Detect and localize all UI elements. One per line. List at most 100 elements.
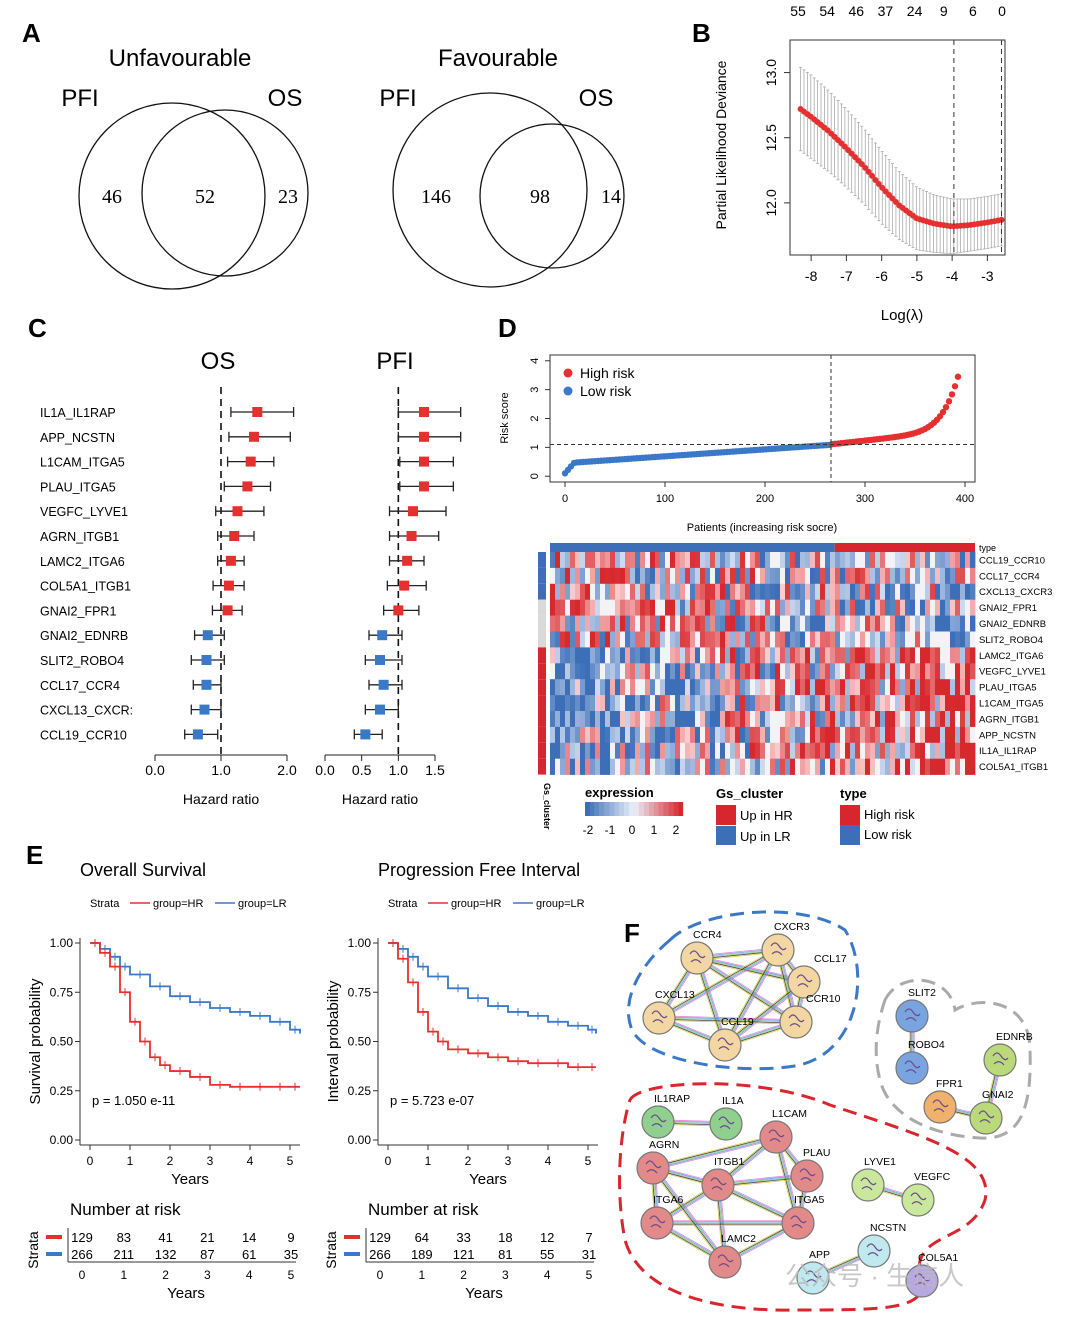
hazard-ratio-point <box>201 655 212 665</box>
heatmap-cell <box>590 583 596 600</box>
heatmap-row-label: CXCL13_CXCR3 <box>979 587 1052 598</box>
heatmap-cell <box>675 599 681 616</box>
heatmap-cell <box>715 742 721 759</box>
heatmap-cell <box>695 663 701 680</box>
heatmap-cell <box>745 567 751 585</box>
heatmap-cell <box>810 695 816 712</box>
km-y-tick-label: 0.25 <box>50 1084 74 1098</box>
heatmap-cell <box>970 758 976 775</box>
heatmap-cell <box>910 742 916 759</box>
protein-node <box>901 1183 935 1217</box>
heatmap-cell <box>800 679 806 696</box>
venn-unfav-left-set: PFI <box>61 85 98 112</box>
heatmap-cell <box>690 647 696 664</box>
heatmap-cell <box>630 663 636 680</box>
heatmap-cell <box>720 758 726 775</box>
heatmap-cell <box>660 583 666 600</box>
heatmap-cell <box>705 711 711 728</box>
heatmap-cell <box>935 695 941 712</box>
heatmap-cell <box>615 742 621 759</box>
heatmap-cell <box>930 742 936 759</box>
forest-row-label: CCL17_CCR4 <box>40 679 120 693</box>
heatmap-cell <box>905 615 911 632</box>
heatmap-cell <box>590 615 596 632</box>
heatmap-cell <box>620 742 626 759</box>
km-curve-lr <box>388 942 597 1034</box>
network-edge <box>724 981 805 1046</box>
heatmap-cell <box>850 726 856 744</box>
heatmap-cell <box>810 742 816 759</box>
heatmap-cell <box>685 647 691 664</box>
heatmap-cell <box>610 711 616 728</box>
protein-label: ITGA6 <box>653 1194 684 1206</box>
protein-label: PLAU <box>803 1147 830 1159</box>
heatmap-cell <box>695 711 701 728</box>
heatmap-cell <box>665 583 671 600</box>
hazard-ratio-point <box>192 729 203 740</box>
heatmap-cell <box>945 711 951 728</box>
heatmap-row-label: L1CAM_ITGA5 <box>979 699 1043 710</box>
heatmap-cell <box>890 567 896 585</box>
heatmap-cell <box>800 742 806 759</box>
expression-colorbar-cell <box>634 802 639 816</box>
km-legend-lr: group=LR <box>536 898 585 910</box>
expression-colorbar-cell <box>638 802 644 816</box>
heatmap-cell <box>785 599 791 616</box>
heatmap-cell <box>820 711 826 728</box>
protein-structure-glyph <box>717 1037 734 1051</box>
heatmap-cell <box>955 679 961 696</box>
heatmap-cell <box>970 726 976 744</box>
network-edge <box>696 958 796 1024</box>
protein-node <box>923 1090 957 1124</box>
heatmap-cell <box>875 758 881 775</box>
heatmap-cell <box>880 631 886 648</box>
heatmap-cell <box>680 647 686 664</box>
km-x-tick-label: 3 <box>505 1154 512 1168</box>
heatmap-cell <box>795 758 801 775</box>
heatmap-cell <box>670 583 676 600</box>
heatmap-cell <box>675 552 681 569</box>
heatmap-cell <box>600 552 606 569</box>
heatmap-cell <box>950 552 956 569</box>
heatmap-cell <box>890 599 896 616</box>
heatmap-cell <box>960 663 966 680</box>
heatmap-cell <box>810 599 816 616</box>
network-edge <box>723 949 778 1045</box>
heatmap-cell <box>660 711 666 728</box>
heatmap-cell <box>790 663 796 680</box>
heatmap-cell <box>795 615 801 632</box>
heatmap-cell <box>605 711 611 728</box>
heatmap-cell <box>855 552 861 569</box>
heatmap-cell <box>640 599 646 616</box>
heatmap-cell <box>585 695 591 712</box>
watermark: 公众号 · 生信人 <box>785 1261 964 1291</box>
heatmap-cell <box>925 663 931 680</box>
heatmap-cell <box>755 695 761 712</box>
heatmap-cell <box>750 695 756 712</box>
heatmap-cell <box>735 599 741 616</box>
heatmap-cell <box>660 631 666 648</box>
heatmap-cell <box>635 552 641 569</box>
heatmap-cell <box>915 742 921 759</box>
hazard-ratio-point <box>202 630 213 641</box>
heatmap-cell <box>930 599 936 616</box>
heatmap-cell <box>765 726 771 744</box>
heatmap-cell <box>945 726 951 744</box>
heatmap-cell <box>750 711 756 728</box>
heatmap-cell <box>970 567 976 585</box>
heatmap-cell <box>685 742 691 759</box>
expression-colorbar-cell <box>624 802 630 816</box>
heatmap-cell <box>920 615 926 632</box>
heatmap-cell <box>965 663 971 680</box>
heatmap-cell <box>925 583 931 600</box>
heatmap-cell <box>580 711 586 728</box>
heatmap-cell <box>865 599 871 616</box>
heatmap-cell <box>970 599 976 616</box>
heatmap-cell <box>855 631 861 648</box>
protein-node <box>895 1051 929 1085</box>
heatmap-cell <box>550 726 556 744</box>
heatmap-cell <box>860 695 866 712</box>
gs-cluster-cell <box>538 695 546 711</box>
heatmap-cell <box>750 615 756 632</box>
heatmap-cell <box>735 567 741 585</box>
